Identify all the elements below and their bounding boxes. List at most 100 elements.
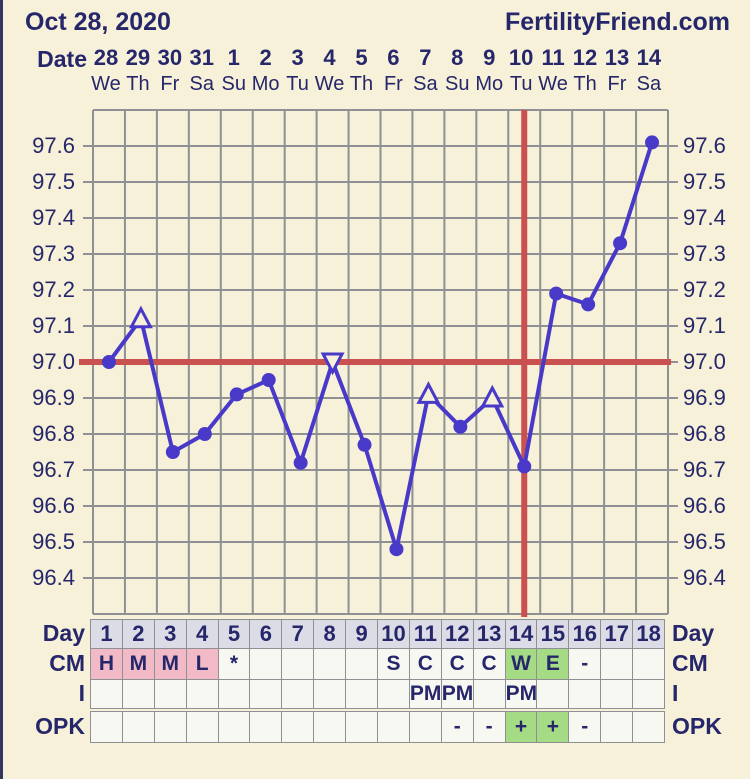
day-cell[interactable]: 1 [90, 619, 123, 649]
day-cell[interactable]: 17 [600, 619, 634, 649]
cm-cell[interactable] [313, 648, 347, 680]
date-tick: 1 [227, 45, 240, 70]
day-cell[interactable]: 11 [408, 619, 442, 649]
opk-row: OPK - - + + - OPK [3, 711, 750, 743]
cm-cell[interactable]: - [568, 648, 602, 680]
day-cell[interactable]: 8 [313, 619, 347, 649]
day-cell[interactable]: 14 [504, 619, 538, 649]
weekday-tick: Su [445, 73, 470, 95]
temp-marker-circle [517, 459, 532, 474]
cm-cell[interactable]: L [185, 648, 219, 680]
day-cell[interactable]: 6 [249, 619, 283, 649]
day-cell[interactable]: 10 [377, 619, 410, 649]
i-cell[interactable] [217, 679, 251, 709]
cm-cell[interactable]: S [377, 648, 410, 680]
temp-marker-circle [261, 373, 276, 387]
cm-cell[interactable]: H [90, 648, 123, 680]
day-cell[interactable]: 5 [217, 619, 251, 649]
i-cell[interactable] [281, 679, 315, 709]
cm-cell[interactable]: W [504, 648, 538, 680]
i-row-label-right: I [672, 680, 679, 706]
day-cell[interactable]: 3 [153, 619, 187, 649]
y-axis-label-right: 97.6 [683, 133, 726, 158]
y-axis-label-left: 96.6 [32, 493, 75, 518]
day-cell[interactable]: 16 [568, 619, 602, 649]
day-cell[interactable]: 13 [472, 619, 506, 649]
i-cell[interactable] [600, 679, 634, 709]
i-cell[interactable]: PM [408, 679, 442, 709]
i-cell[interactable] [632, 679, 666, 709]
day-cell[interactable]: 12 [440, 619, 474, 649]
opk-cell[interactable] [90, 711, 123, 743]
weekday-tick: Fr [607, 73, 627, 95]
opk-cell[interactable] [121, 711, 155, 743]
opk-cell[interactable] [185, 711, 219, 743]
cm-cell[interactable] [281, 648, 315, 680]
brand-link[interactable]: FertilityFriend.com [504, 8, 730, 36]
opk-cell[interactable] [600, 711, 634, 743]
i-cell[interactable] [121, 679, 155, 709]
cm-cell[interactable]: C [408, 648, 442, 680]
cm-cell[interactable] [632, 648, 666, 680]
i-cell[interactable] [568, 679, 602, 709]
opk-row-label-right: OPK [672, 713, 722, 739]
i-cell[interactable] [345, 679, 379, 709]
day-cell[interactable]: 9 [345, 619, 379, 649]
day-cell[interactable]: 18 [632, 619, 666, 649]
y-axis-label-left: 96.9 [32, 385, 75, 410]
day-cell[interactable]: 7 [281, 619, 315, 649]
opk-cell[interactable] [345, 711, 379, 743]
opk-cell[interactable]: - [440, 711, 474, 743]
i-cell[interactable] [90, 679, 123, 709]
date-tick: 9 [483, 45, 496, 70]
i-cell[interactable] [313, 679, 347, 709]
weekday-tick: Su [221, 73, 246, 95]
opk-cell[interactable] [281, 711, 315, 743]
cm-cell[interactable] [345, 648, 379, 680]
opk-cell[interactable]: - [472, 711, 506, 743]
cm-cell[interactable]: * [217, 648, 251, 680]
opk-cell[interactable] [313, 711, 347, 743]
i-cell[interactable] [377, 679, 410, 709]
i-cell[interactable]: PM [504, 679, 538, 709]
opk-cell[interactable] [632, 711, 666, 743]
y-axis-label-right: 97.1 [683, 313, 726, 338]
i-cell[interactable] [153, 679, 187, 709]
y-axis-label-left: 97.3 [32, 241, 75, 266]
day-cell[interactable]: 2 [121, 619, 155, 649]
day-cell[interactable]: 4 [185, 619, 219, 649]
y-axis-label-left: 96.4 [32, 565, 75, 590]
cm-cell[interactable]: C [472, 648, 506, 680]
day-cell[interactable]: 15 [536, 619, 570, 649]
y-axis-label-left: 97.1 [32, 313, 75, 338]
opk-cell[interactable]: + [504, 711, 538, 743]
opk-cell[interactable] [377, 711, 410, 743]
temp-marker-triangle-up [128, 305, 153, 329]
opk-row-label-left: OPK [35, 713, 85, 739]
date-tick: 30 [157, 45, 183, 70]
opk-cell[interactable]: - [568, 711, 602, 743]
i-cell[interactable]: PM [440, 679, 474, 709]
i-cell[interactable] [249, 679, 283, 709]
opk-cell[interactable] [217, 711, 251, 743]
cm-cell[interactable]: E [536, 648, 570, 680]
cm-cell[interactable]: M [121, 648, 155, 680]
i-cell[interactable] [472, 679, 506, 709]
date-tick: 4 [323, 45, 336, 70]
cm-cell[interactable]: C [440, 648, 474, 680]
opk-cell[interactable] [153, 711, 187, 743]
cm-cell[interactable] [249, 648, 283, 680]
cm-cell[interactable] [600, 648, 634, 680]
y-axis-label-right: 97.2 [683, 277, 726, 302]
opk-cell[interactable] [249, 711, 283, 743]
cm-cell[interactable]: M [153, 648, 187, 680]
weekday-tick: We [91, 73, 121, 95]
temp-marker-triangle-up [416, 381, 441, 404]
y-axis-label-right: 97.3 [683, 241, 726, 266]
i-cell[interactable] [185, 679, 219, 709]
day-row: Day 1 2 3 4 5 6 7 8 9 10 11 12 13 14 15 16 17 18 Day [3, 619, 750, 649]
i-cell[interactable] [536, 679, 570, 709]
opk-cell[interactable] [408, 711, 442, 743]
date-tick: 11 [541, 45, 565, 70]
opk-cell[interactable]: + [536, 711, 570, 743]
